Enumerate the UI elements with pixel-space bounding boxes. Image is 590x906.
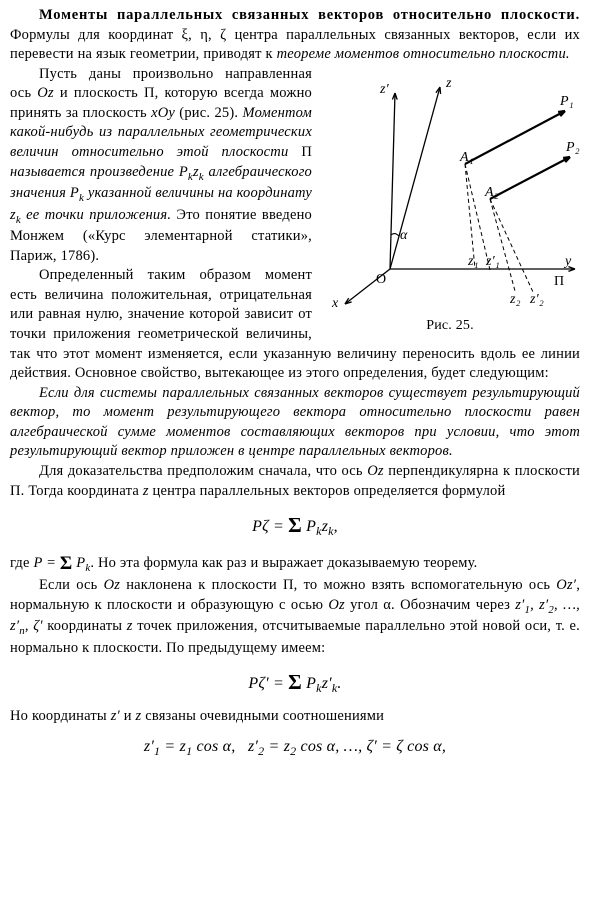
para7-b: наклонена к плоскости Π, то можно взять … <box>120 577 556 593</box>
para2-pk: Pk <box>70 185 84 201</box>
para6-f: P = Σ Pk <box>33 555 90 571</box>
para-title: Моменты параллельных связанных векторов … <box>10 6 580 65</box>
svg-text:z₁: z₁ <box>467 254 479 269</box>
para2-zk: zk <box>10 207 21 223</box>
para6-b: . Но эта формула как раз и выражает дока… <box>90 555 477 571</box>
para8: Но координаты z′ и z связаны очевидными … <box>10 707 580 727</box>
svg-text:A₁: A₁ <box>459 150 474 165</box>
para7-oz: Oz <box>104 577 121 593</box>
para4-theorem: Если для системы параллельных связанных … <box>10 384 580 462</box>
svg-text:y: y <box>563 254 572 269</box>
para2-it2: называется произведение <box>10 164 179 180</box>
formula-2-content: Pζ′ = Σ Pkz′k. <box>248 675 341 692</box>
formula-1: Pζ = Σ Pkzk, <box>10 511 580 539</box>
svg-text:A₂: A₂ <box>484 185 499 200</box>
para7: Если ось Oz наклонена к плоскости Π, то … <box>10 576 580 658</box>
para7-a: Если ось <box>39 577 104 593</box>
para2-c: (рис. 25). <box>175 105 242 121</box>
para2-d: Π <box>288 144 312 160</box>
formula-2: Pζ′ = Σ Pkz′k. <box>10 668 580 696</box>
figure-caption: Рис. 25. <box>320 317 580 336</box>
para5-oz: Oz <box>367 463 384 479</box>
para8-text: Но координаты z′ и z связаны очевидными … <box>10 708 384 724</box>
figure-25: z z′ y x Oα A₁ A₂ P₁ P₂ z₁ z′₁ z₂ z′₂ Π Рис. 25. <box>320 69 580 336</box>
svg-text:z′₁: z′₁ <box>485 254 500 269</box>
svg-text:z′₂: z′₂ <box>529 292 544 307</box>
para7-e: координаты <box>43 618 127 634</box>
para2-pkzk: Pkzk <box>179 164 204 180</box>
para2-it4: указанной величины на координату <box>84 185 312 201</box>
svg-text:O: O <box>376 272 386 287</box>
svg-text:P₂: P₂ <box>565 140 580 155</box>
svg-text:z: z <box>445 76 452 91</box>
formula-3: z′1 = z1 cos α, z′2 = z2 cos α, …, ζ′ = … <box>10 736 580 759</box>
para5-a: Для доказательства предположим сначала, … <box>39 463 367 479</box>
para2-it5: ее точки приложения. <box>21 207 171 223</box>
para2-oz: Oz <box>37 85 54 101</box>
figure-diagram: z z′ y x Oα A₁ A₂ P₁ P₂ z₁ z′₁ z₂ z′₂ Π <box>320 69 580 309</box>
para6-a: где <box>10 555 33 571</box>
para5: Для доказательства предположим сначала, … <box>10 462 580 501</box>
para5-c: центра параллельных векторов определяетс… <box>149 483 506 499</box>
svg-text:z′: z′ <box>379 82 390 97</box>
formula-1-content: Pζ = Σ Pkzk, <box>252 518 338 535</box>
svg-text:x: x <box>331 296 339 309</box>
para7-d: угол α. Обозначим через <box>345 597 515 613</box>
para6: где P = Σ Pk. Но эта формула как раз и в… <box>10 549 580 576</box>
para2-xoy: xOy <box>151 105 175 121</box>
para1-italic-tail: теореме моментов относительно плоскости. <box>277 46 570 62</box>
formula-3-content: z′1 = z1 cos α, z′2 = z2 cos α, …, ζ′ = … <box>144 738 446 755</box>
title-bold: Моменты параллельных связанных векторов … <box>39 7 580 23</box>
svg-text:P₁: P₁ <box>559 94 574 109</box>
para7-oz2: Oz <box>328 597 345 613</box>
svg-text:Π: Π <box>554 274 564 289</box>
para7-ozp: Oz′ <box>556 577 576 593</box>
svg-text:z₂: z₂ <box>509 292 521 307</box>
svg-text:α: α <box>400 228 408 243</box>
